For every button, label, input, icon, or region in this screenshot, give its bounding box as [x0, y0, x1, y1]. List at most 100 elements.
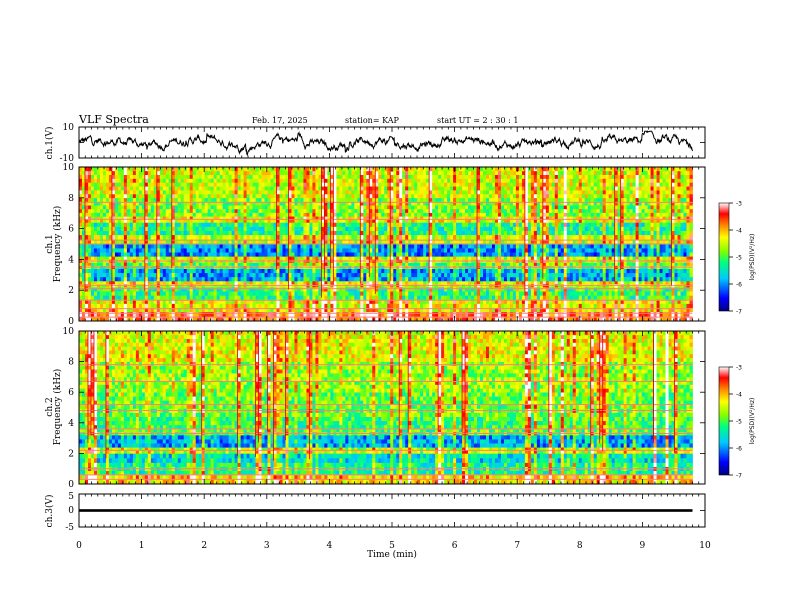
spectrogram-cell [120, 230, 125, 236]
spectrogram-cell [336, 287, 340, 292]
spectrogram-cell [674, 316, 678, 322]
spectrogram-cell [213, 276, 218, 282]
spectrogram-cell [102, 291, 107, 296]
spectrogram-cell [84, 262, 89, 266]
spectrogram-cell [668, 248, 672, 253]
spectrogram-cell [348, 311, 352, 317]
spectrogram-cell [375, 303, 379, 308]
spectrogram-cell [366, 307, 370, 313]
spectrogram-cell [599, 234, 604, 240]
spectrogram-cell [488, 256, 493, 260]
spectrogram-cell [578, 234, 583, 240]
spectrogram-cell [102, 307, 107, 313]
spectrogram-cell [680, 276, 684, 282]
spectrogram-cell [216, 303, 221, 308]
spectrogram-cell [243, 299, 247, 304]
spectrogram-cell [599, 268, 604, 274]
spectrogram-cell [198, 272, 203, 278]
spectrogram-cell [396, 295, 400, 300]
spectrogram-cell [189, 248, 194, 253]
spectrogram-cell [198, 303, 203, 308]
spectrogram-cell [96, 311, 101, 317]
spectrogram-cell [225, 280, 230, 285]
spectrogram-cell [138, 244, 143, 249]
spectrogram-cell [342, 230, 346, 236]
spectrogram-cell [575, 272, 580, 278]
spectrogram-cell [246, 311, 250, 317]
spectrogram-cell [339, 307, 343, 313]
spectrogram-cell [671, 230, 675, 236]
spectrogram-cell [168, 248, 173, 253]
spectrogram-cell [527, 295, 532, 300]
spectrogram-cell [468, 311, 472, 317]
spectrogram-cell [665, 239, 669, 245]
spectrogram-cell [665, 307, 669, 313]
spectrogram-cell [165, 303, 170, 308]
spectrogram-cell [635, 280, 640, 285]
spectrogram-cell [351, 230, 355, 236]
spectrogram-cell [456, 230, 460, 236]
spectrogram-cell [515, 252, 520, 257]
spectrogram-cell [533, 287, 538, 292]
spectrogram-cell [578, 316, 583, 322]
spectrogram-cell [300, 287, 304, 292]
spectrogram-cell [315, 287, 319, 292]
spectrogram-cell [557, 252, 562, 257]
spectrogram-cell [189, 291, 194, 296]
spectrogram-cell [644, 295, 648, 300]
spectrogram-cell [438, 287, 442, 292]
spectrogram-cell [345, 311, 349, 317]
spectrogram-cell [608, 276, 613, 282]
spectrogram-cell [201, 226, 206, 231]
spectrogram-cell [545, 307, 550, 313]
spectrogram-cell [584, 303, 589, 308]
spectrogram-cell [162, 230, 167, 236]
spectrogram-cell [590, 307, 595, 313]
spectrogram-cell [477, 291, 481, 296]
spectrogram-cell [521, 291, 526, 296]
spectrogram-cell [360, 276, 364, 282]
spectrogram-cell [294, 311, 298, 317]
spectrogram-cell [671, 248, 675, 253]
spectrogram-cell [647, 268, 651, 274]
spectrogram-cell [480, 262, 484, 266]
spectrogram-cell [680, 316, 684, 322]
spectrogram-cell [545, 230, 550, 236]
spectrogram-cell [503, 272, 508, 278]
spectrogram-cell [90, 280, 95, 285]
spectrogram-cell [351, 295, 355, 300]
spectrogram-cell [635, 262, 640, 266]
spectrogram-cell [318, 280, 322, 285]
spectrogram-cell [503, 248, 508, 253]
spectrogram-cell [671, 311, 675, 317]
spectrogram-cell [477, 316, 481, 322]
spectrogram-cell [348, 272, 352, 278]
spectrogram-cell [462, 299, 466, 304]
spectrogram-cell [144, 316, 149, 322]
spectrogram-cell [587, 295, 592, 300]
spectrogram-cell [426, 295, 430, 300]
spectrogram-cell [611, 311, 616, 317]
spectrogram-cell [611, 244, 616, 249]
spectrogram-cell [563, 307, 568, 313]
spectrogram-cell [578, 276, 583, 282]
spectrogram-cell [261, 230, 265, 236]
spectrogram-cell [168, 303, 173, 308]
spectrogram-cell [408, 303, 412, 308]
spectrogram-cell [159, 230, 164, 236]
spectrogram-cell [608, 280, 613, 285]
spectrogram-cell [659, 252, 663, 257]
spectrogram-cell [138, 311, 143, 317]
spectrogram-cell [503, 252, 508, 257]
spectrogram-cell [605, 252, 610, 257]
spectrogram-cell [123, 226, 128, 231]
spectrogram-cell [626, 252, 631, 257]
spectrogram-cell [180, 311, 185, 317]
spectrogram-cell [390, 291, 394, 296]
spectrogram-cell [456, 316, 460, 322]
spectrogram-cell [282, 276, 286, 282]
spectrogram-cell [294, 244, 298, 249]
spectrogram-cell [108, 244, 113, 249]
spectrogram-cell [671, 256, 675, 260]
spectrogram-cell [542, 299, 547, 304]
